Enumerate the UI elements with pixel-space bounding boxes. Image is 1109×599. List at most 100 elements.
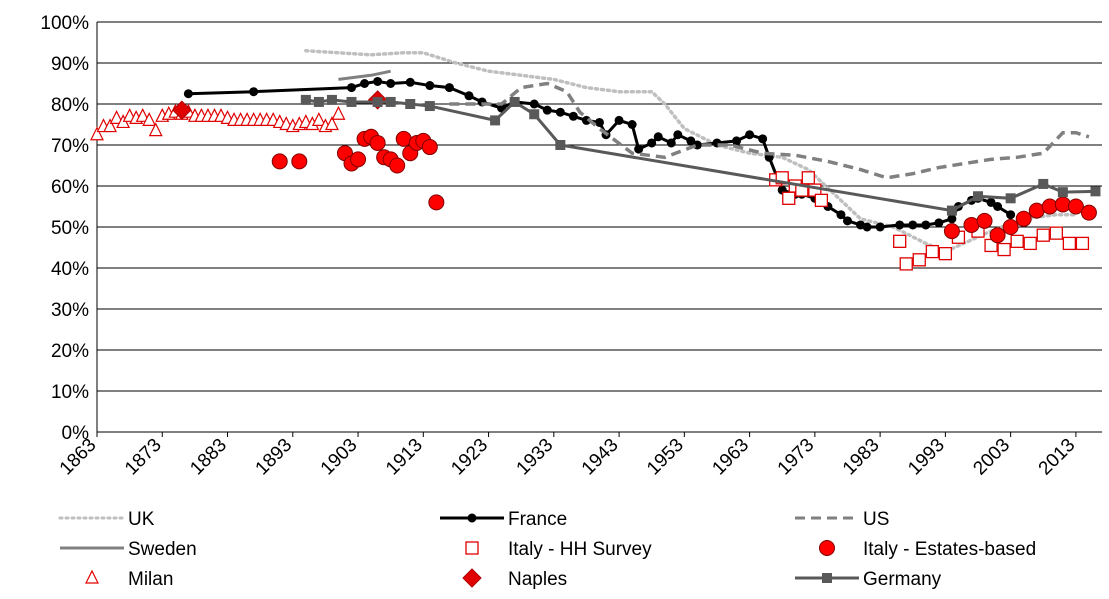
legend-item: Sweden	[60, 539, 197, 560]
point	[424, 101, 435, 112]
y-tick-label: 0%	[62, 423, 90, 444]
point	[509, 96, 520, 107]
point	[895, 220, 905, 230]
legend-item: Italy - Estates-based	[819, 539, 1036, 560]
point	[993, 202, 1003, 211]
point	[291, 153, 308, 170]
x-tick-label: 1893	[252, 435, 297, 480]
point	[842, 216, 852, 226]
legend-label: Italy - HH Survey	[508, 539, 652, 560]
x-tick-label: 1873	[121, 435, 166, 480]
point	[653, 132, 663, 142]
point	[1002, 219, 1019, 235]
point	[369, 134, 386, 151]
point	[555, 140, 566, 150]
point	[555, 107, 565, 117]
point	[1006, 210, 1016, 220]
legend-marker	[467, 513, 477, 523]
point	[542, 105, 552, 115]
point	[666, 138, 676, 148]
legend-label: US	[863, 509, 889, 530]
point	[782, 191, 796, 205]
point	[627, 120, 637, 129]
point	[1015, 210, 1032, 227]
point	[172, 100, 192, 120]
point	[389, 157, 406, 174]
y-tick-label: 100%	[40, 13, 89, 34]
legend-marker	[462, 568, 482, 588]
point	[614, 115, 624, 125]
point	[1075, 236, 1090, 251]
point	[1041, 198, 1058, 215]
point	[989, 227, 1006, 244]
point	[103, 118, 118, 133]
point	[142, 112, 157, 126]
point	[568, 111, 578, 121]
point	[347, 83, 357, 93]
point	[1080, 204, 1097, 221]
point	[529, 99, 539, 109]
x-tick-label: 1903	[317, 435, 362, 480]
point	[490, 115, 501, 126]
point	[595, 117, 604, 127]
legend-marker	[819, 540, 835, 556]
legend-label: Sweden	[128, 539, 197, 560]
y-tick-label: 60%	[51, 177, 89, 198]
point	[529, 109, 540, 120]
y-tick-label: 20%	[51, 341, 89, 362]
legend-item: Milan	[85, 569, 173, 590]
point	[1049, 226, 1063, 240]
y-tick-label: 70%	[51, 136, 89, 157]
point	[249, 87, 259, 97]
point	[405, 99, 416, 109]
point	[686, 136, 696, 146]
point	[912, 253, 926, 267]
point	[673, 130, 683, 140]
point	[875, 222, 885, 232]
point	[135, 107, 150, 122]
x-tick-label: 1913	[382, 435, 427, 480]
point	[425, 81, 435, 91]
legend-item: Germany	[795, 569, 942, 590]
legend-item: Naples	[462, 568, 567, 590]
point	[428, 194, 445, 211]
point	[386, 79, 396, 88]
point	[1067, 198, 1084, 215]
point	[372, 96, 383, 107]
point	[350, 151, 367, 168]
point	[862, 222, 872, 232]
y-tick-label: 30%	[51, 300, 89, 321]
point	[801, 171, 815, 185]
point	[1010, 234, 1024, 249]
legend-label: Naples	[508, 569, 567, 590]
point	[444, 83, 454, 93]
y-tick-label: 50%	[51, 218, 89, 239]
point	[745, 130, 755, 140]
point	[899, 257, 913, 271]
series-line	[188, 79, 1012, 229]
y-tick-label: 80%	[51, 95, 89, 116]
point	[921, 220, 931, 230]
x-tick-label: 1953	[643, 435, 688, 480]
series-line	[449, 81, 1090, 180]
legend-label: Milan	[128, 569, 173, 590]
legend-marker	[85, 569, 99, 584]
point	[938, 246, 953, 261]
point	[997, 242, 1011, 257]
point	[405, 77, 415, 87]
point	[300, 94, 311, 105]
y-tick-label: 10%	[51, 382, 89, 403]
point	[346, 96, 357, 107]
x-tick-label: 1993	[904, 435, 949, 480]
point	[925, 244, 939, 259]
point	[893, 234, 907, 249]
point	[1038, 178, 1049, 189]
point	[1054, 196, 1071, 213]
point	[464, 91, 474, 101]
point	[947, 214, 957, 224]
point	[1005, 193, 1016, 204]
point	[311, 112, 326, 126]
point	[1090, 186, 1101, 197]
legend-marker	[465, 541, 479, 555]
